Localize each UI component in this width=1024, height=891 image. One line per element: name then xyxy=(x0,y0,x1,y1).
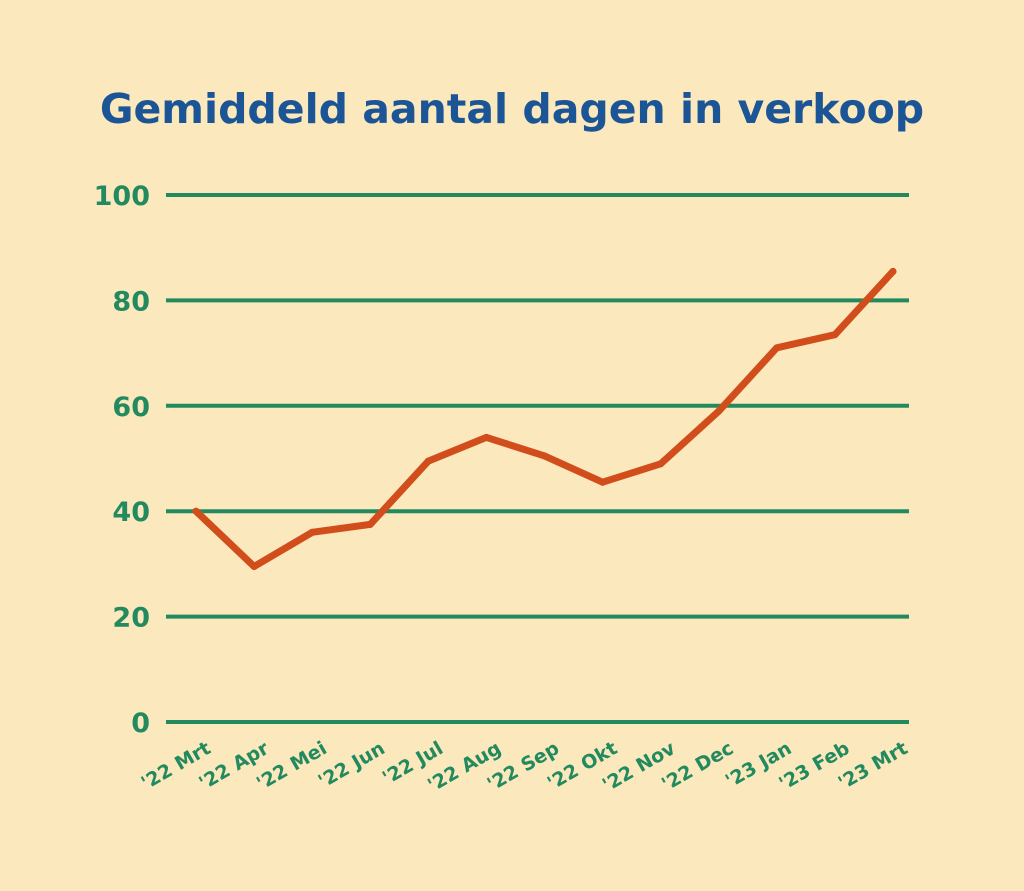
y-tick-label: 20 xyxy=(112,603,150,634)
y-tick-label: 100 xyxy=(94,181,150,212)
y-tick-label: 60 xyxy=(112,392,150,423)
data-point xyxy=(773,344,781,352)
data-point xyxy=(599,478,607,486)
y-tick-label: 0 xyxy=(131,708,150,739)
data-point xyxy=(889,267,897,275)
data-point xyxy=(482,433,490,441)
chart-title: Gemiddeld aantal dagen in verkoop xyxy=(100,85,924,133)
y-axis-tick-labels: 0 20 40 60 80 100 xyxy=(94,181,150,739)
data-point xyxy=(657,460,665,468)
data-point xyxy=(831,331,839,339)
y-tick-label: 80 xyxy=(112,286,150,317)
data-point xyxy=(366,520,374,528)
data-point xyxy=(424,457,432,465)
series-group xyxy=(192,267,897,571)
data-point xyxy=(541,452,548,460)
y-tick-label: 40 xyxy=(112,497,150,528)
data-point xyxy=(250,563,258,571)
data-point xyxy=(192,507,200,515)
gridlines xyxy=(166,193,909,724)
data-point xyxy=(308,528,316,536)
data-point xyxy=(715,407,723,415)
